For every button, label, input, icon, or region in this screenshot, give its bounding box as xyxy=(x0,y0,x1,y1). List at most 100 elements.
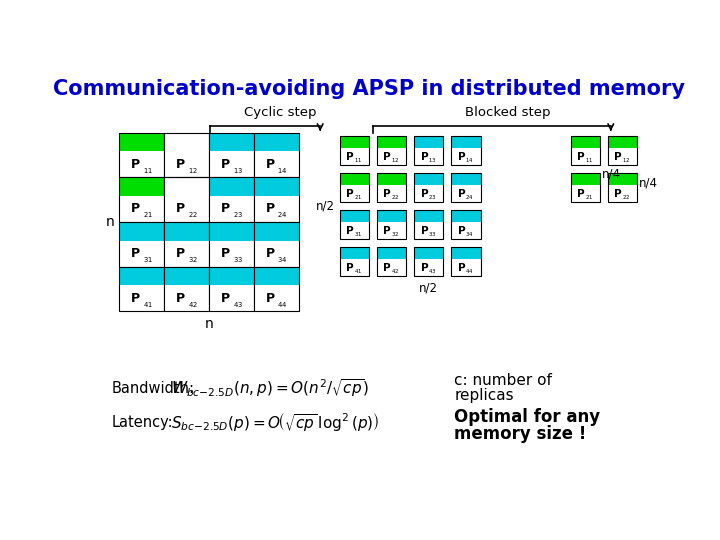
Text: $\mathbf{P}$: $\mathbf{P}$ xyxy=(265,158,275,171)
Bar xyxy=(340,185,369,202)
Text: $\mathbf{P}$: $\mathbf{P}$ xyxy=(382,224,392,237)
Text: $\mathbf{P}$: $\mathbf{P}$ xyxy=(175,202,186,215)
Bar xyxy=(377,210,406,222)
Bar xyxy=(414,173,444,185)
Bar xyxy=(451,148,481,165)
Bar xyxy=(414,259,444,276)
Bar xyxy=(377,136,406,148)
Bar xyxy=(414,185,444,202)
Bar xyxy=(377,247,406,259)
Bar xyxy=(254,285,300,311)
Bar xyxy=(164,285,210,311)
Bar xyxy=(164,241,210,267)
Text: $_{14}$: $_{14}$ xyxy=(277,166,288,176)
Text: Communication-avoiding APSP in distributed memory: Communication-avoiding APSP in distribut… xyxy=(53,79,685,99)
Bar xyxy=(414,136,444,148)
Text: $_{42}$: $_{42}$ xyxy=(391,267,400,276)
Text: $_{32}$: $_{32}$ xyxy=(391,230,400,239)
Text: $\mathbf{P}$: $\mathbf{P}$ xyxy=(175,292,186,305)
Text: n/4: n/4 xyxy=(639,177,657,190)
Bar xyxy=(414,222,444,239)
Bar xyxy=(254,177,300,222)
Text: $_{22}$: $_{22}$ xyxy=(188,211,198,220)
Text: replicas: replicas xyxy=(454,388,514,403)
Text: $_{21}$: $_{21}$ xyxy=(143,211,153,220)
Bar xyxy=(451,247,481,259)
Bar xyxy=(570,136,600,148)
Bar xyxy=(254,241,300,267)
Text: $\mathbf{P}$: $\mathbf{P}$ xyxy=(456,261,466,273)
Text: $\mathbf{P}$: $\mathbf{P}$ xyxy=(420,151,429,163)
Text: Blocked step: Blocked step xyxy=(464,106,550,119)
Text: $_{43}$: $_{43}$ xyxy=(233,300,243,310)
Bar xyxy=(414,136,444,165)
Text: $\mathbf{P}$: $\mathbf{P}$ xyxy=(613,151,623,163)
Text: $_{33}$: $_{33}$ xyxy=(233,255,243,265)
Text: $_{24}$: $_{24}$ xyxy=(277,211,288,220)
Bar xyxy=(164,177,210,222)
Bar xyxy=(210,222,254,241)
Text: n/2: n/2 xyxy=(316,199,335,212)
Bar xyxy=(608,173,637,185)
Text: $_{22}$: $_{22}$ xyxy=(391,193,400,202)
Text: $\mathbf{P}$: $\mathbf{P}$ xyxy=(130,158,140,171)
Bar xyxy=(451,210,481,239)
Text: n: n xyxy=(105,215,114,229)
Bar xyxy=(164,267,210,311)
Text: $_{41}$: $_{41}$ xyxy=(354,267,362,276)
Text: $\mathbf{P}$: $\mathbf{P}$ xyxy=(220,247,230,260)
Bar xyxy=(210,267,254,285)
Bar xyxy=(414,210,444,239)
Text: $_{12}$: $_{12}$ xyxy=(188,166,198,176)
Bar xyxy=(377,173,406,185)
Bar xyxy=(120,285,164,311)
Text: $\mathbf{P}$: $\mathbf{P}$ xyxy=(265,202,275,215)
Bar xyxy=(120,222,164,267)
Text: $_{32}$: $_{32}$ xyxy=(188,255,198,265)
Bar xyxy=(340,148,369,165)
Bar xyxy=(254,222,300,267)
Text: $\mathbf{P}$: $\mathbf{P}$ xyxy=(175,247,186,260)
Text: $\mathbf{P}$: $\mathbf{P}$ xyxy=(456,151,466,163)
Bar xyxy=(120,267,164,285)
Text: $_{11}$: $_{11}$ xyxy=(143,166,153,176)
Bar xyxy=(210,132,254,177)
Bar xyxy=(377,173,406,202)
Text: $_{44}$: $_{44}$ xyxy=(465,267,474,276)
Bar xyxy=(210,241,254,267)
Bar xyxy=(210,285,254,311)
Text: $_{12}$: $_{12}$ xyxy=(391,156,400,165)
Bar xyxy=(340,247,369,276)
Text: $\mathbf{P}$: $\mathbf{P}$ xyxy=(382,261,392,273)
Bar xyxy=(164,132,210,177)
Bar xyxy=(254,132,300,151)
Text: $\mathbf{P}$: $\mathbf{P}$ xyxy=(382,151,392,163)
Bar xyxy=(414,247,444,276)
Text: $\mathbf{P}$: $\mathbf{P}$ xyxy=(576,187,585,199)
Text: $_{44}$: $_{44}$ xyxy=(277,300,288,310)
Bar xyxy=(570,173,600,185)
Bar xyxy=(120,132,164,177)
Bar xyxy=(340,247,369,259)
Bar xyxy=(210,132,254,151)
Bar xyxy=(120,241,164,267)
Text: $_{21}$: $_{21}$ xyxy=(585,193,593,202)
Bar xyxy=(254,222,300,241)
Bar xyxy=(254,267,300,285)
Bar xyxy=(210,196,254,222)
Bar xyxy=(451,247,481,276)
Text: $\mathbf{P}$: $\mathbf{P}$ xyxy=(576,151,585,163)
Bar xyxy=(570,185,600,202)
Bar xyxy=(254,177,300,196)
Bar xyxy=(377,148,406,165)
Bar xyxy=(377,247,406,276)
Text: $S_{bc\mathrm{-}2.5D}(p)=O\!\left(\sqrt{cp}\,\log^2(p)\right)$: $S_{bc\mathrm{-}2.5D}(p)=O\!\left(\sqrt{… xyxy=(171,412,379,434)
Text: $\mathbf{P}$: $\mathbf{P}$ xyxy=(265,247,275,260)
Text: $_{24}$: $_{24}$ xyxy=(465,193,474,202)
Bar xyxy=(340,222,369,239)
Text: $\mathbf{P}$: $\mathbf{P}$ xyxy=(420,261,429,273)
Bar xyxy=(164,151,210,177)
Text: $_{23}$: $_{23}$ xyxy=(428,193,437,202)
Bar xyxy=(120,222,164,241)
Bar xyxy=(451,173,481,185)
